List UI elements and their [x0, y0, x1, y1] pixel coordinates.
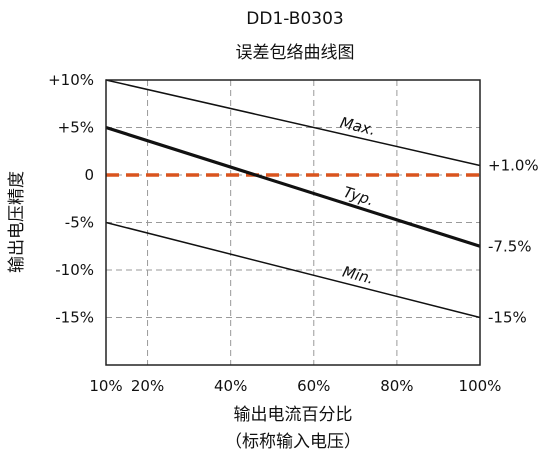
series-end-label: -7.5%	[488, 237, 532, 255]
series-lines	[105, 79, 481, 319]
x-tick-label: 40%	[214, 377, 247, 395]
series-line	[105, 79, 481, 167]
series-end-label: +1.0%	[488, 157, 539, 175]
series-end-label: -15%	[488, 309, 527, 327]
x-axis-title: 输出电流百分比	[234, 405, 353, 425]
series-line	[105, 125, 481, 248]
y-tick-label: 0	[84, 166, 94, 184]
x-tick-label: 100%	[459, 377, 502, 395]
y-tick-label: +10%	[48, 71, 94, 89]
series-labels: Max.+1.0%Typ.-7.5%Min.-15%	[338, 114, 538, 327]
plot-frame	[105, 79, 481, 366]
y-tick-label: -10%	[55, 261, 94, 279]
chart-subtitle: 误差包络曲线图	[236, 43, 355, 63]
x-tick-label: 10%	[89, 377, 122, 395]
tick-labels: +10% +5% 0 -5% -10% -15% 10% 20% 40% 60% 80% 100%	[48, 71, 501, 395]
x-tick-label: 20%	[131, 377, 164, 395]
x-tick-label: 60%	[297, 377, 330, 395]
x-axis-subtitle: （标称输入电压）	[225, 432, 361, 452]
y-axis-title: 输出电压精度	[7, 171, 27, 273]
y-tick-label: +5%	[58, 119, 94, 137]
series-line	[105, 221, 481, 319]
x-tick-label: 80%	[380, 377, 413, 395]
y-tick-label: -15%	[55, 309, 94, 327]
y-tick-label: -5%	[65, 214, 94, 232]
chart-title: DD1-B0303	[246, 9, 343, 29]
